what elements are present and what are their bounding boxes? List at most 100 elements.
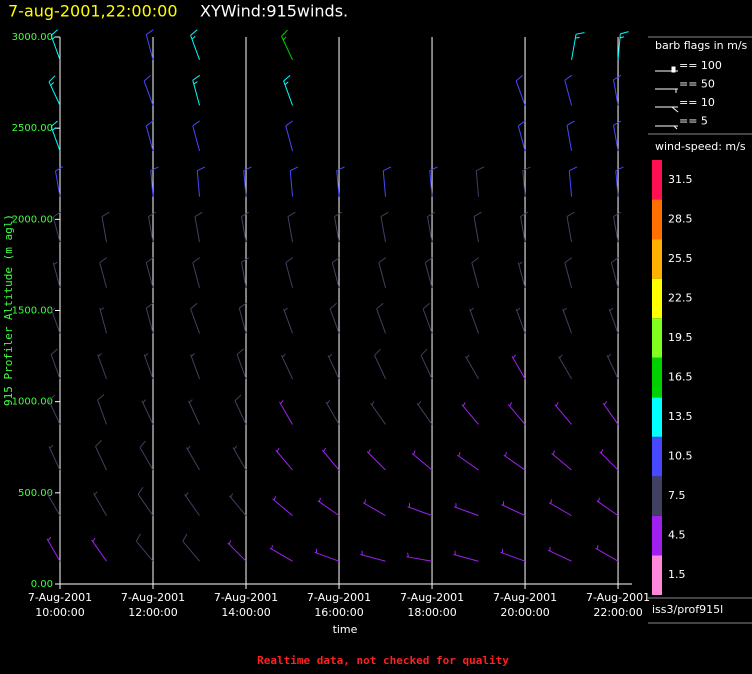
wind-barb	[610, 257, 619, 288]
barb-half-feather	[318, 497, 321, 502]
barb-staff	[196, 170, 201, 197]
barb-feather	[420, 348, 428, 356]
wind-barb	[48, 75, 61, 106]
barb-staff	[406, 556, 433, 562]
barb-feather	[378, 257, 387, 264]
barb-staff	[507, 404, 526, 425]
barb-staff	[617, 33, 621, 60]
barb-feather	[422, 302, 430, 310]
barb-half-feather	[190, 353, 195, 357]
barb-staff	[411, 452, 433, 471]
barb-feather	[192, 120, 201, 127]
barb-staff	[314, 551, 340, 562]
wind-barb	[599, 448, 619, 471]
barb-half-feather	[364, 499, 366, 504]
barb-staff	[606, 355, 619, 380]
wind-barb	[595, 544, 619, 562]
barb-staff	[192, 262, 200, 288]
wind-barb	[97, 353, 107, 380]
y-tick-label: 0.00	[31, 579, 53, 590]
y-tick-label: 3000.00	[12, 32, 53, 43]
barb-staff	[281, 36, 293, 61]
wind-barb	[234, 394, 247, 425]
barb-feather	[374, 348, 381, 356]
wind-barb	[182, 533, 200, 562]
barb-staff	[613, 216, 619, 243]
barb-staff	[461, 404, 479, 425]
barb-half-feather	[97, 353, 102, 357]
wind-barb	[571, 32, 585, 60]
barb-staff	[137, 494, 154, 516]
wind-barb	[139, 440, 154, 471]
barb-staff	[362, 502, 386, 517]
x-tick-label: 7-Aug-2001 22:00:00	[585, 591, 651, 619]
wind-barb	[453, 503, 479, 517]
barb-feather	[471, 257, 480, 264]
barb-staff	[503, 454, 526, 471]
barb-feather	[611, 257, 619, 264]
wind-barb	[143, 75, 154, 106]
barb-half-feather	[282, 36, 287, 41]
barb-feather	[241, 257, 250, 263]
barb-staff	[336, 170, 340, 197]
wind-barb	[411, 450, 433, 471]
wind-barb	[145, 257, 154, 288]
barb-half-feather	[273, 496, 277, 501]
barb-half-feather	[470, 307, 474, 312]
wind-barb	[145, 302, 154, 334]
barb-half-feather	[619, 36, 625, 39]
barb-staff	[370, 402, 386, 425]
wind-barb	[558, 354, 572, 380]
barb-staff	[283, 80, 293, 106]
barb-feather	[236, 348, 244, 355]
barb-feather	[564, 257, 573, 264]
wind-barb	[500, 548, 526, 562]
barb-feather	[285, 120, 294, 127]
wind-barb	[190, 29, 200, 60]
barb-staff	[456, 454, 479, 471]
barb-staff	[46, 538, 61, 562]
barb-staff	[374, 355, 386, 380]
wind-barb	[522, 166, 531, 197]
barb-half-feather	[600, 448, 604, 454]
barb-staff	[46, 492, 61, 516]
barb-half-feather	[276, 447, 280, 452]
barb-staff	[517, 262, 526, 288]
wind-barb	[378, 257, 387, 288]
barb-feather	[95, 440, 102, 447]
wind-barb	[48, 394, 61, 425]
barb-feather	[287, 211, 296, 217]
barb-half-feather	[328, 353, 333, 358]
colorbar-label: 28.5	[668, 212, 693, 225]
wind-barb	[566, 120, 575, 152]
wind-barb	[422, 302, 433, 334]
wind-barb	[517, 261, 526, 288]
wind-barb	[475, 166, 485, 197]
wind-barb	[520, 211, 529, 243]
barb-half-feather	[233, 445, 238, 450]
wind-barb	[46, 491, 61, 516]
wind-barb	[336, 166, 345, 197]
barb-half-feather	[47, 491, 52, 496]
barb-feather	[566, 211, 575, 217]
barb-staff	[148, 216, 154, 243]
barb-half-feather	[518, 261, 523, 265]
barb-feather	[332, 257, 340, 264]
wind-barb	[465, 354, 479, 380]
wind-barb	[50, 29, 61, 60]
barb-feather	[564, 74, 573, 81]
y-tick-label: 2500.00	[12, 123, 53, 134]
wind-barb	[54, 166, 64, 197]
barb-staff	[596, 500, 619, 517]
barb-staff	[192, 125, 200, 152]
barb-feather	[569, 166, 578, 172]
barb-feather	[50, 120, 58, 127]
wind-barb	[188, 399, 200, 425]
barb-staff	[602, 402, 619, 425]
barb-half-feather	[187, 445, 191, 450]
barb-staff	[608, 308, 619, 334]
wind-barb	[429, 166, 438, 197]
colorbar-swatch	[652, 278, 662, 319]
barb-half-feather	[49, 444, 54, 449]
